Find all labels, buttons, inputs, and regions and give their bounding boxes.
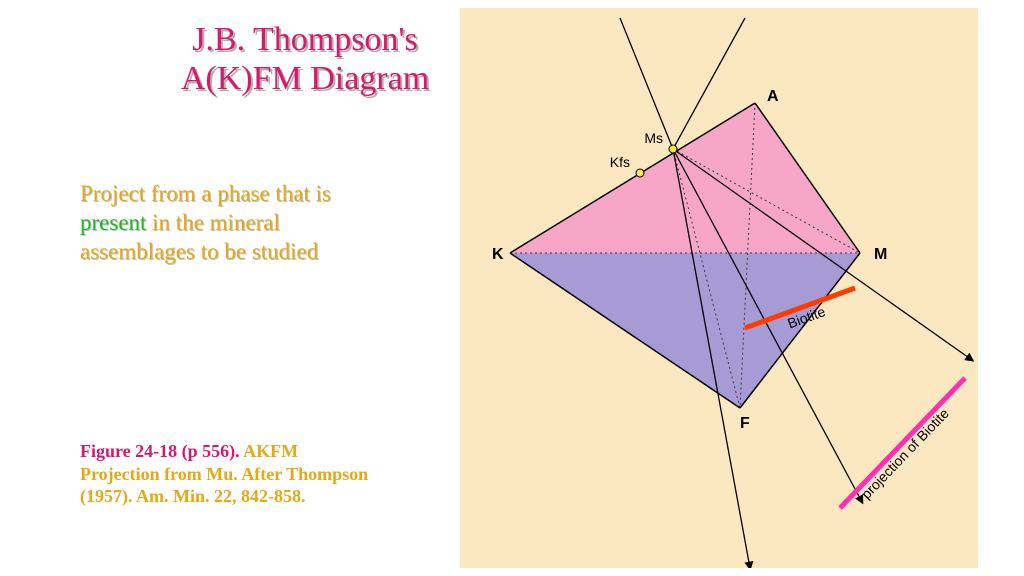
svg-text:F: F — [740, 415, 750, 432]
slide: J.B. Thompson's A(K)FM Diagram Project f… — [0, 0, 1024, 576]
svg-text:Ms: Ms — [644, 130, 663, 146]
subtitle-part1: Project from a phase that is — [80, 181, 331, 206]
title-text: J.B. Thompson's A(K)FM Diagram — [181, 21, 429, 97]
svg-text:M: M — [874, 246, 887, 263]
figure-caption: Figure 24-18 (p 556). AKFM Projection fr… — [80, 440, 380, 508]
akfm-diagram: MsKfs AKMF Biotite projection of Biotite — [460, 8, 978, 568]
slide-title: J.B. Thompson's A(K)FM Diagram — [155, 20, 455, 98]
subtitle-part2: present — [80, 210, 146, 235]
caption-part1: Figure 24-18 (p 556). — [80, 441, 243, 461]
svg-text:Kfs: Kfs — [610, 154, 630, 170]
slide-subtitle: Project from a phase that is present in … — [80, 180, 400, 266]
svg-text:A: A — [767, 88, 779, 105]
svg-text:K: K — [492, 246, 504, 263]
